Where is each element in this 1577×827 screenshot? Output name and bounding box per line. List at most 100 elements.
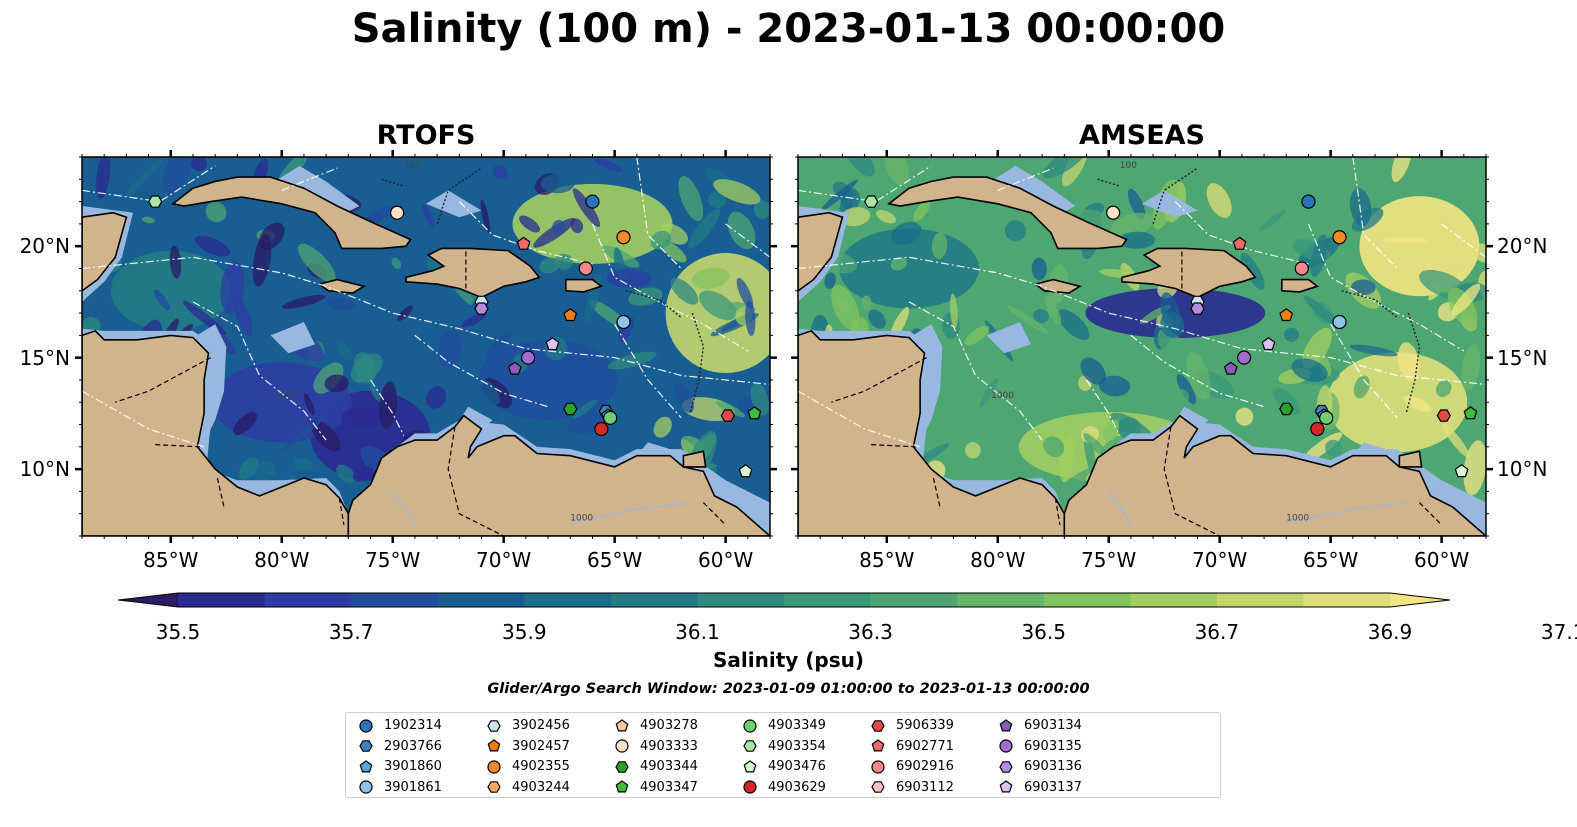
legend-label: 6902771 bbox=[896, 738, 954, 754]
lon-tick-label: 70°W bbox=[1192, 548, 1248, 572]
colorbar-segment bbox=[437, 593, 525, 607]
float-marker-5906339 bbox=[720, 409, 735, 422]
figure-title: Salinity (100 m) - 2023-01-13 00:00:00 bbox=[351, 6, 1226, 52]
float-marker-4902355 bbox=[1332, 230, 1347, 245]
lat-tick-label-right: 15°N bbox=[1497, 345, 1548, 370]
colorbar-segment bbox=[524, 593, 612, 607]
colorbar-segment bbox=[1303, 593, 1391, 607]
land-jamaica bbox=[1033, 278, 1082, 294]
float-marker-4903476 bbox=[738, 464, 753, 478]
search-window-text: Glider/Argo Search Window: 2023-01-09 01… bbox=[487, 681, 1090, 697]
float-marker-6903136 bbox=[474, 302, 489, 315]
float-marker-3902457 bbox=[1279, 308, 1294, 322]
legend-label: 4903349 bbox=[768, 718, 826, 733]
panel-title-amseas: AMSEAS bbox=[1079, 120, 1205, 151]
float-marker-3901861 bbox=[616, 314, 631, 330]
float-marker-4903344 bbox=[563, 402, 578, 416]
legend-label: 3902456 bbox=[512, 718, 570, 733]
float-marker-4903354 bbox=[864, 195, 879, 208]
legend-label: 6903112 bbox=[896, 779, 954, 795]
float-marker-1902314 bbox=[585, 194, 600, 209]
colorbar-extend-min bbox=[118, 593, 178, 607]
land-florida bbox=[237, 130, 270, 146]
eez-boundary bbox=[591, 223, 749, 352]
legend-marker-circle bbox=[487, 759, 501, 774]
legend-marker-pentagon bbox=[359, 759, 373, 772]
legend-item-4903278: 4903278 bbox=[614, 716, 698, 736]
legend-marker-pentagon bbox=[999, 718, 1013, 731]
legend-label: 6903137 bbox=[1024, 779, 1082, 795]
legend-label: 4903244 bbox=[512, 779, 570, 795]
lon-tick-label: 65°W bbox=[1303, 548, 1359, 572]
legend-marker-hexagon bbox=[871, 781, 885, 793]
eez-boundary bbox=[458, 201, 593, 265]
legend-marker bbox=[999, 739, 1013, 753]
colorbar-tick-label: 36.1 bbox=[675, 620, 720, 644]
legend-item-3901861: 3901861 bbox=[358, 778, 442, 798]
eez-boundary bbox=[798, 390, 921, 448]
float-marker-4903333 bbox=[1106, 205, 1121, 220]
legend-label: 4902355 bbox=[512, 759, 570, 774]
eez-boundary bbox=[908, 301, 1043, 441]
legend-marker bbox=[743, 740, 757, 752]
lon-tick-label: 85°W bbox=[859, 548, 915, 572]
legend-marker bbox=[359, 759, 373, 772]
legend-label: 4903347 bbox=[640, 779, 698, 795]
colorbar-outline bbox=[117, 592, 1451, 608]
eez-boundary bbox=[414, 334, 549, 408]
map-frame bbox=[797, 156, 1487, 537]
legend-marker bbox=[743, 718, 757, 733]
float-marker-6903137 bbox=[1261, 337, 1276, 351]
legend-label: 4903354 bbox=[768, 738, 826, 754]
lat-tick-label-right: 10°N bbox=[1497, 457, 1548, 482]
float-marker-6902916 bbox=[578, 261, 593, 276]
land-central bbox=[82, 329, 354, 536]
legend-item-4903333: 4903333 bbox=[614, 737, 698, 757]
colorbar-segment bbox=[957, 593, 1045, 607]
legend-marker-hexagon bbox=[615, 760, 629, 773]
legend-label: 6903136 bbox=[1024, 759, 1082, 774]
legend-label: 6903134 bbox=[1024, 718, 1082, 733]
legend-marker-circle bbox=[743, 780, 757, 794]
eez-boundary bbox=[798, 256, 1486, 385]
legend-marker bbox=[743, 780, 757, 794]
legend-marker-hexagon bbox=[359, 740, 373, 752]
legend-item-3902456: 3902456 bbox=[486, 716, 570, 736]
lon-tick-label: 80°W bbox=[254, 548, 310, 572]
legend-item-6903137: 6903137 bbox=[998, 778, 1082, 798]
float-marker-6902916 bbox=[1294, 261, 1309, 276]
legend-label: 4903476 bbox=[768, 759, 826, 774]
legend-label: 5906339 bbox=[896, 718, 954, 733]
float-marker-3902457 bbox=[563, 308, 578, 322]
float-legend: 1902314 2903766 3901860 3901861 3902456 39024… bbox=[345, 712, 1221, 798]
legend-label: 2903766 bbox=[384, 738, 442, 754]
float-marker-4903333 bbox=[390, 205, 405, 220]
legend-item-4903344: 4903344 bbox=[614, 757, 698, 777]
legend-marker-circle bbox=[743, 718, 757, 733]
colorbar-segment bbox=[178, 593, 266, 607]
land-yucatan bbox=[798, 211, 844, 292]
colorbar-segment bbox=[1043, 593, 1131, 607]
shelf-area bbox=[986, 322, 1031, 354]
legend-marker-hexagon bbox=[871, 719, 885, 732]
map-panel-amseas: 1000 100 1000 bbox=[791, 150, 1493, 543]
lon-tick-label: 70°W bbox=[476, 548, 532, 572]
shelf-area bbox=[270, 322, 315, 354]
legend-marker bbox=[871, 719, 885, 732]
map-frame bbox=[81, 156, 771, 537]
legend-marker bbox=[615, 760, 629, 773]
legend-label: 4903333 bbox=[640, 738, 698, 754]
legend-item-3902457: 3902457 bbox=[486, 737, 570, 757]
legend-label: 1902314 bbox=[384, 718, 442, 733]
legend-item-4902355: 4902355 bbox=[486, 757, 570, 777]
colorbar-segment bbox=[697, 593, 785, 607]
colorbar-label: Salinity (psu) bbox=[712, 648, 864, 672]
land-cuba bbox=[171, 176, 412, 250]
legend-marker bbox=[743, 759, 757, 772]
eez-boundary bbox=[1330, 323, 1398, 419]
legend-item-6902771: 6902771 bbox=[870, 737, 954, 757]
legend-marker-circle bbox=[871, 759, 885, 774]
float-marker-4903349 bbox=[1319, 410, 1334, 425]
lon-tick-label: 60°W bbox=[697, 548, 754, 572]
land-pr bbox=[1281, 278, 1320, 293]
